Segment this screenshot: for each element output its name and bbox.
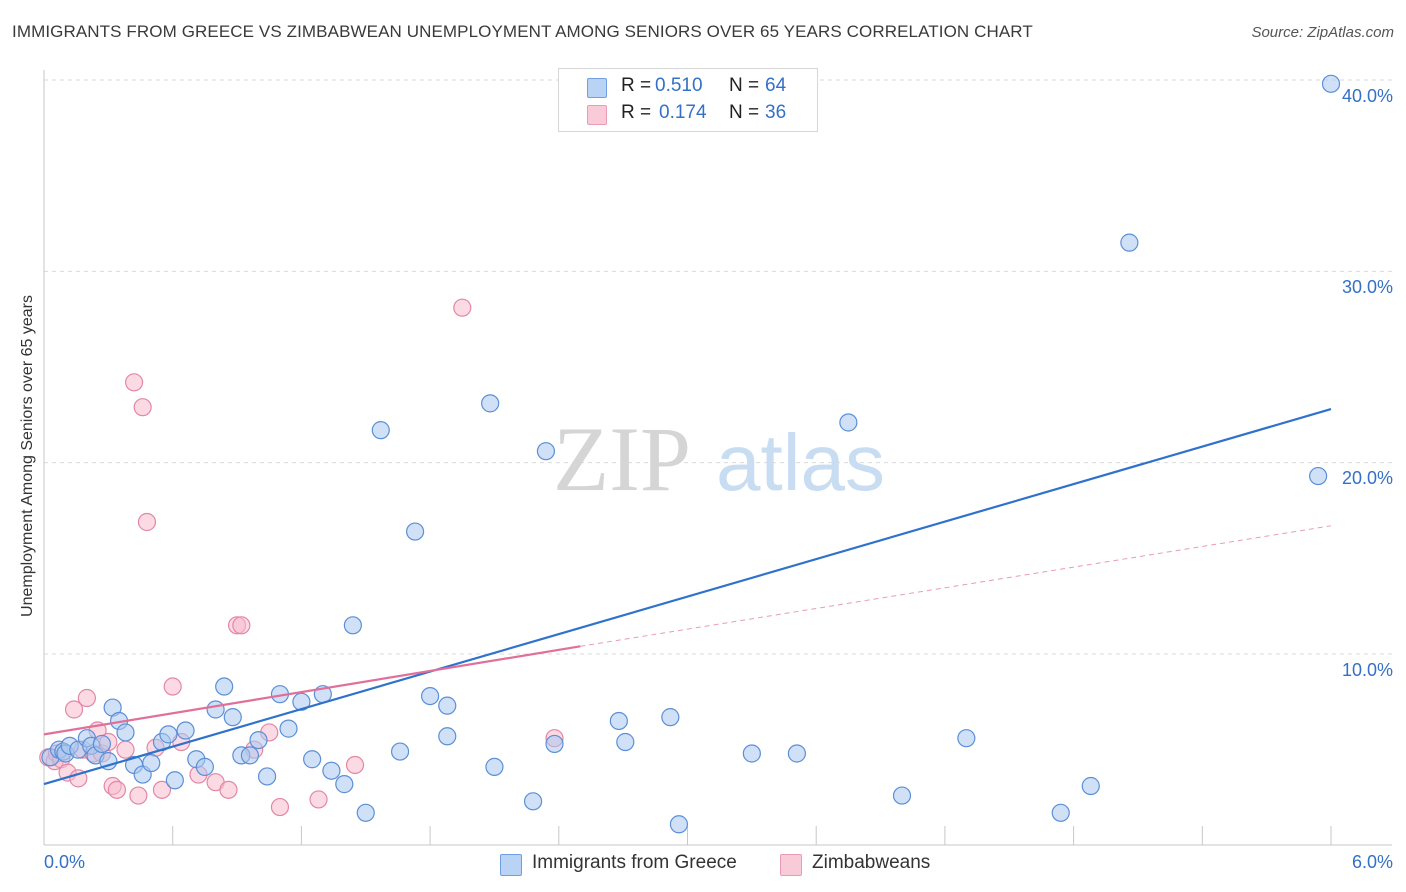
greece-point (279, 719, 298, 738)
legend-label: Zimbabweans (812, 852, 931, 873)
greece-swatch (587, 78, 607, 98)
greece-point (839, 413, 858, 432)
axes (43, 70, 1392, 846)
greece-swatch (500, 854, 522, 876)
zimbabweans-point (64, 700, 84, 719)
greece-point (322, 761, 341, 780)
grid-lines (44, 79, 1392, 655)
greece-point (343, 616, 362, 635)
greece-point (206, 700, 225, 719)
greece-point (356, 803, 375, 822)
greece-point (142, 753, 161, 773)
zimbabweans-point (219, 780, 238, 799)
watermark-atlas: atlas (716, 418, 885, 507)
zimbabweans-trend-extension (580, 525, 1332, 647)
greece-point (159, 725, 178, 744)
zimbabweans-point (453, 298, 472, 317)
greece-point (195, 757, 214, 776)
greece-point (438, 696, 457, 715)
greece-points (41, 74, 1341, 834)
zimbabweans-point (232, 616, 251, 635)
greece-point (661, 708, 680, 727)
greece-point (292, 692, 311, 711)
legend-label: Immigrants from Greece (532, 852, 737, 873)
greece-point (523, 792, 543, 811)
greece-point (742, 744, 761, 763)
n-label: N = (729, 75, 760, 96)
greece-point (481, 394, 500, 413)
zimbabweans-point (124, 373, 144, 392)
greece-trend-line (43, 408, 1332, 786)
zimbabweans-swatch (780, 854, 802, 876)
greece-point (616, 732, 635, 752)
greece-point (240, 746, 260, 765)
watermark-zip: ZIP (553, 408, 691, 510)
n-label: N = (729, 102, 760, 123)
trend-lines (43, 408, 1332, 786)
greece-point (257, 767, 277, 786)
zimbabweans-point (152, 780, 172, 799)
greece-point (957, 729, 976, 748)
r-value: 0.174 (659, 102, 707, 123)
chart-title: IMMIGRANTS FROM GREECE VS ZIMBABWEAN UNE… (12, 22, 1033, 41)
greece-point (485, 757, 504, 776)
greece-point (545, 734, 564, 754)
y-tick-20: 20.0% (1341, 468, 1393, 488)
zimbabweans-point (137, 512, 157, 532)
zimbabweans-point (69, 769, 88, 788)
r-label: R = (621, 102, 652, 123)
zimbabweans-point (270, 797, 290, 817)
greece-point (165, 771, 184, 790)
zimbabweans-point (133, 398, 152, 417)
correlation-legend: R = 0.510 N = 64 R = 0.174 N = 36 (558, 68, 818, 132)
x-tick-max: 6.0% (1351, 852, 1393, 872)
greece-point (223, 708, 242, 727)
zimbabweans-point (309, 790, 328, 809)
zimbabweans-point (129, 786, 148, 805)
greece-point (116, 723, 135, 742)
greece-point (335, 775, 354, 794)
zimbabweans-point (163, 677, 182, 696)
greece-point (405, 522, 425, 541)
greece-point (1081, 776, 1100, 796)
greece-point (892, 786, 912, 805)
watermark: ZIP atlas (553, 408, 885, 510)
greece-point (1120, 233, 1139, 252)
greece-point (215, 677, 234, 696)
greece-point (1051, 803, 1070, 822)
y-tick-10: 10.0% (1341, 660, 1393, 680)
greece-point (1321, 74, 1341, 93)
n-value: 64 (765, 75, 787, 96)
n-value: 36 (765, 102, 787, 123)
greece-point (609, 711, 628, 731)
greece-point (390, 742, 410, 761)
greece-point (99, 752, 118, 771)
y-tick-40: 40.0% (1341, 86, 1393, 106)
greece-point (371, 421, 390, 440)
x-tick-min: 0.0% (44, 852, 86, 872)
greece-point (249, 730, 268, 750)
greece-point (92, 734, 112, 754)
zimbabweans-point (107, 780, 127, 799)
zimbabweans-swatch (587, 105, 607, 125)
greece-point (438, 727, 457, 746)
greece-point (669, 815, 689, 834)
zimbabweans-trend-line (43, 645, 581, 736)
greece-point (303, 750, 322, 769)
zimbabweans-point (77, 688, 97, 708)
r-label: R = (621, 75, 652, 96)
source-label: Source: ZipAtlas.com (1251, 24, 1394, 41)
zimbabweans-points (39, 298, 564, 817)
zimbabweans-point (116, 740, 135, 759)
zimbabweans-point (345, 755, 365, 775)
greece-point (787, 744, 806, 763)
greece-point (1309, 466, 1328, 486)
greece-point (421, 686, 440, 706)
greece-point (536, 442, 556, 461)
greece-point (176, 721, 195, 740)
r-value: 0.510 (655, 75, 703, 96)
y-tick-30: 30.0% (1341, 277, 1393, 297)
